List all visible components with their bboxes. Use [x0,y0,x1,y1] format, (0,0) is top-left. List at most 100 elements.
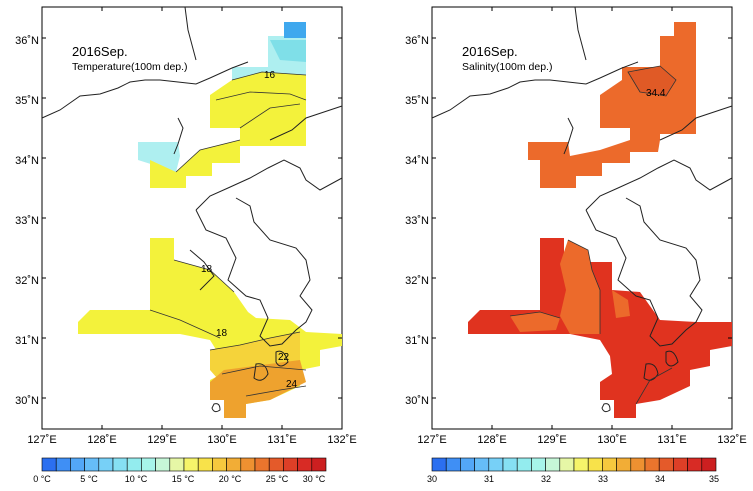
colorbar-tick-label: 10 °C [125,474,148,484]
colorbar-swatch [644,457,660,472]
colorbar-tick-label: 5 °C [80,474,98,484]
colorbar-tick-label: 33 [598,474,608,484]
colorbar-swatch [474,457,490,472]
panel-title: 2016Sep. [72,44,128,59]
x-tick-label: 127˚E [27,434,56,446]
colorbar-swatch [545,457,561,472]
colorbar-swatch [226,457,242,472]
contour-label: 22 [278,352,290,363]
colorbar-swatch [155,457,171,472]
temperature-colorbar [41,457,327,472]
x-tick-label: 132˚E [327,434,356,446]
salinity-contours [509,65,677,405]
x-tick-label: 128˚E [87,434,116,446]
x-tick-label: 129˚E [537,434,566,446]
temperature-colorbar-labels: 0 °C 5 °C 10 °C 15 °C 20 °C 25 °C 30 °C [33,474,326,484]
y-tick-label: 32˚N [405,275,429,287]
colorbar-tick-label: 15 °C [172,474,195,484]
y-tick-label: 32˚N [15,275,39,287]
contour-label: 18 [216,328,228,339]
y-tick-label: 33˚N [405,215,429,227]
colorbar-swatch [701,457,717,472]
colorbar-swatch [254,457,270,472]
x-tick-label: 131˚E [267,434,296,446]
colorbar-swatch [41,457,57,472]
colorbar-swatch [126,457,142,472]
colorbar-swatch [531,457,546,472]
colorbar-swatch [183,457,199,472]
y-tick-label: 33˚N [15,215,39,227]
colorbar-swatch [602,457,617,472]
colorbar-swatch [112,457,128,472]
colorbar-swatch [141,457,156,472]
colorbar-tick-label: 0 °C [33,474,51,484]
colorbar-swatch [516,457,532,472]
y-tick-label: 30˚N [15,395,39,407]
temperature-fill [78,22,342,418]
temperature-contours [149,71,307,397]
y-tick-label: 31˚N [15,335,39,347]
colorbar-tick-label: 30 °C [303,474,326,484]
colorbar-tick-label: 25 °C [266,474,289,484]
colorbar-swatch [673,457,688,472]
x-tick-label: 129˚E [147,434,176,446]
colorbar-swatch [70,457,85,472]
coastlines [41,6,343,413]
contour-label: 18 [201,264,213,275]
tick-marks [432,7,732,429]
colorbar-tick-label: 20 °C [219,474,242,484]
contour-label: 16 [264,70,276,81]
colorbar-swatch [283,457,298,472]
contour-label: 34.4 [646,88,666,99]
y-axis: 36˚N 35˚N 34˚N 33˚N 32˚N 31˚N 30˚N [15,35,39,407]
colorbar-swatch [84,457,100,472]
panel-subtitle: Temperature(100m dep.) [72,61,188,73]
y-tick-label: 35˚N [15,95,39,107]
coastlines [431,6,733,413]
x-axis: 127˚E 128˚E 129˚E 130˚E 131˚E 132˚E [417,434,746,446]
salinity-colorbar [431,457,717,472]
colorbar-tick-label: 30 [427,474,437,484]
colorbar-swatch [197,457,213,472]
salinity-map-panel: 34.4 2016Sep. Salinity(100m dep.) 36˚N 3… [405,6,747,446]
colorbar-swatch [212,457,227,472]
tick-marks [42,7,342,429]
temperature-map-panel: 16 18 18 22 24 2016Sep. Temperature(100m… [15,6,357,446]
x-tick-label: 127˚E [417,434,446,446]
y-axis: 36˚N 35˚N 34˚N 33˚N 32˚N 31˚N 30˚N [405,35,429,407]
y-tick-label: 35˚N [405,95,429,107]
colorbar-swatch [630,457,646,472]
colorbar-swatch [687,457,703,472]
colorbar-tick-label: 31 [484,474,494,484]
colorbar-swatch [268,457,284,472]
colorbar-swatch [445,457,461,472]
y-tick-label: 34˚N [15,155,39,167]
x-tick-label: 132˚E [717,434,746,446]
x-tick-label: 130˚E [597,434,626,446]
x-tick-label: 128˚E [477,434,506,446]
colorbar-swatch [587,457,603,472]
x-tick-label: 130˚E [207,434,236,446]
colorbar-swatch [658,457,674,472]
colorbar-swatch [169,457,185,472]
y-tick-label: 34˚N [405,155,429,167]
y-tick-label: 31˚N [405,335,429,347]
contour-label: 24 [286,379,298,390]
salinity-colorbar-labels: 30 31 32 33 34 35 [427,474,719,484]
colorbar-swatch [55,457,71,472]
y-tick-label: 30˚N [405,395,429,407]
colorbar-tick-label: 32 [541,474,551,484]
colorbar-swatch [573,457,589,472]
y-tick-label: 36˚N [15,35,39,47]
x-axis: 127˚E 128˚E 129˚E 130˚E 131˚E 132˚E [27,434,356,446]
y-tick-label: 36˚N [405,35,429,47]
colorbar-swatch [488,457,504,472]
colorbar-swatch [240,457,256,472]
colorbar-tick-label: 35 [709,474,719,484]
colorbar-swatch [98,457,114,472]
colorbar-swatch [559,457,575,472]
colorbar-tick-label: 34 [655,474,665,484]
colorbar-swatch [460,457,475,472]
colorbar-swatch [297,457,313,472]
